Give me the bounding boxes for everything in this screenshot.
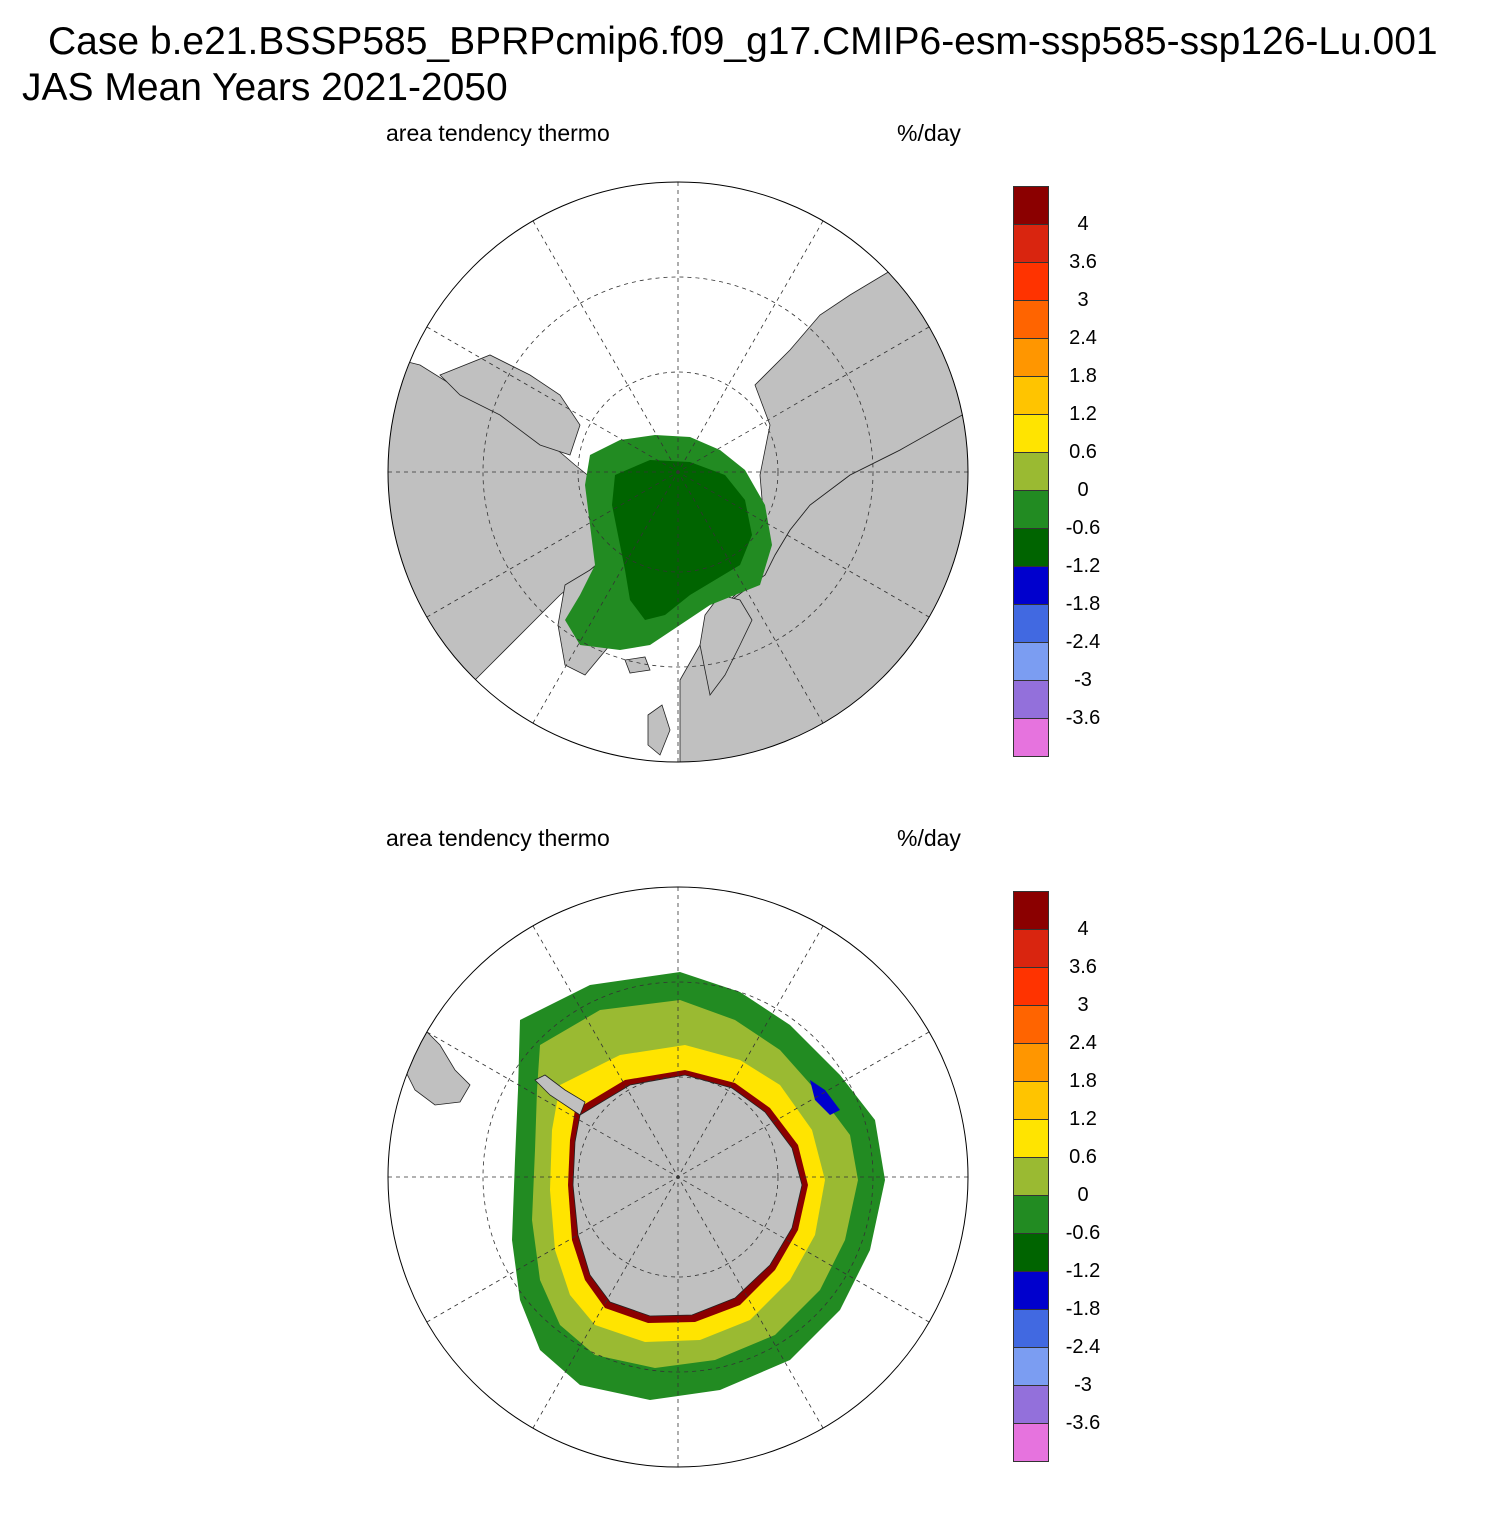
period-title: JAS Mean Years 2021-2050	[22, 66, 508, 109]
variable-label: area tendency thermo	[386, 120, 610, 146]
case-title: Case b.e21.BSSP585_BPRPcmip6.f09_g17.CMI…	[48, 20, 1438, 63]
sea-ice-core	[612, 460, 752, 620]
map-border	[387, 181, 969, 763]
colorbar-tick-label: 3	[1077, 289, 1089, 311]
colorbar-bin	[1013, 1234, 1049, 1272]
colorbar-tick-label: 1.8	[1069, 365, 1097, 387]
colorbar-bin	[1013, 1348, 1049, 1386]
colorbar-bin	[1013, 1310, 1049, 1348]
colorbar-tick-label: 2.4	[1069, 1032, 1097, 1054]
uk-island	[647, 704, 671, 756]
colorbar-tick-label: -3	[1074, 669, 1092, 691]
colorbar-tick-label: 4	[1077, 213, 1089, 235]
colorbar-tick-label: -1.2	[1065, 555, 1101, 577]
antarctic-map	[387, 886, 969, 1468]
colorbar-tick-label: 1.2	[1069, 403, 1097, 425]
colorbar-tick-label: -1.2	[1065, 1260, 1101, 1282]
colorbar-bin	[1013, 1386, 1049, 1424]
colorbar-bin	[1013, 681, 1049, 719]
colorbar-bin	[1013, 1120, 1049, 1158]
antarctic-panel: area tendency thermo %/day	[0, 815, 1500, 1520]
colorbar-tick-label: -2.4	[1065, 631, 1101, 653]
units-label: %/day	[897, 120, 961, 146]
colorbar-tick-label: 3.6	[1069, 956, 1097, 978]
colorbar-bin	[1013, 263, 1049, 301]
negative-tendency-patch	[810, 1080, 840, 1115]
colorbar-tick-label: -3.6	[1065, 1412, 1101, 1434]
colorbar-bin	[1013, 1044, 1049, 1082]
colorbar-bin	[1013, 377, 1049, 415]
colorbar-bin	[1013, 186, 1049, 225]
arctic-panel: area tendency thermo %/day	[0, 110, 1500, 815]
colorbar-tick-label: -1.8	[1065, 593, 1101, 615]
colorbar-tick-label: 2.4	[1069, 327, 1097, 349]
colorbar-bin	[1013, 719, 1049, 757]
colorbar-bin	[1013, 301, 1049, 339]
colorbar-tick-label: 1.8	[1069, 1070, 1097, 1092]
units-label: %/day	[897, 825, 961, 851]
alaska-landmass	[439, 354, 581, 456]
colorbar-tick-label: 4	[1077, 918, 1089, 940]
iceland-island	[624, 656, 651, 674]
map-border	[387, 886, 969, 1468]
colorbar-tick-label: -1.8	[1065, 1298, 1101, 1320]
colorbar-bin	[1013, 225, 1049, 263]
colorbar-tick-label: 0.6	[1069, 441, 1097, 463]
colorbar-tick-label: 0	[1077, 479, 1089, 501]
antarctica-landmass	[572, 1074, 803, 1317]
colorbar-bin	[1013, 1006, 1049, 1044]
colorbar-bin	[1013, 567, 1049, 605]
colorbar-bin	[1013, 1272, 1049, 1310]
colorbar-bin	[1013, 891, 1049, 930]
colorbar-tick-label: 1.2	[1069, 1108, 1097, 1130]
colorbar-tick-label: 3	[1077, 994, 1089, 1016]
colorbar-bin	[1013, 453, 1049, 491]
colorbar-bin	[1013, 491, 1049, 529]
colorbar-bin	[1013, 1424, 1049, 1462]
colorbar-bin	[1013, 339, 1049, 377]
colorbar-bin	[1013, 605, 1049, 643]
antarctic-peninsula	[534, 1074, 586, 1116]
colorbar-tick-label: -0.6	[1065, 517, 1101, 539]
scandinavia-landmass	[699, 594, 753, 696]
colorbar-tick-label: 0.6	[1069, 1146, 1097, 1168]
colorbar-bin	[1013, 529, 1049, 567]
colorbar-bin	[1013, 968, 1049, 1006]
colorbar-tick-label: -3.6	[1065, 707, 1101, 729]
colorbar-bin	[1013, 930, 1049, 968]
grid-lines	[388, 887, 968, 1467]
colorbar-bin	[1013, 1082, 1049, 1120]
colorbar-tick-label: 0	[1077, 1184, 1089, 1206]
colorbar-tick-label: 3.6	[1069, 251, 1097, 273]
colorbar-bin	[1013, 415, 1049, 453]
colorbar-bin	[1013, 1158, 1049, 1196]
colorbar-top	[1013, 186, 1049, 757]
colorbar-tick-label: -2.4	[1065, 1336, 1101, 1358]
colorbar-bin	[1013, 1196, 1049, 1234]
grid-lines	[388, 182, 968, 762]
colorbar-bin	[1013, 643, 1049, 681]
colorbar-tick-label: -0.6	[1065, 1222, 1101, 1244]
arctic-map	[387, 181, 969, 763]
colorbar-tick-label: -3	[1074, 1374, 1092, 1396]
variable-label: area tendency thermo	[386, 825, 610, 851]
colorbar-bottom	[1013, 891, 1049, 1462]
